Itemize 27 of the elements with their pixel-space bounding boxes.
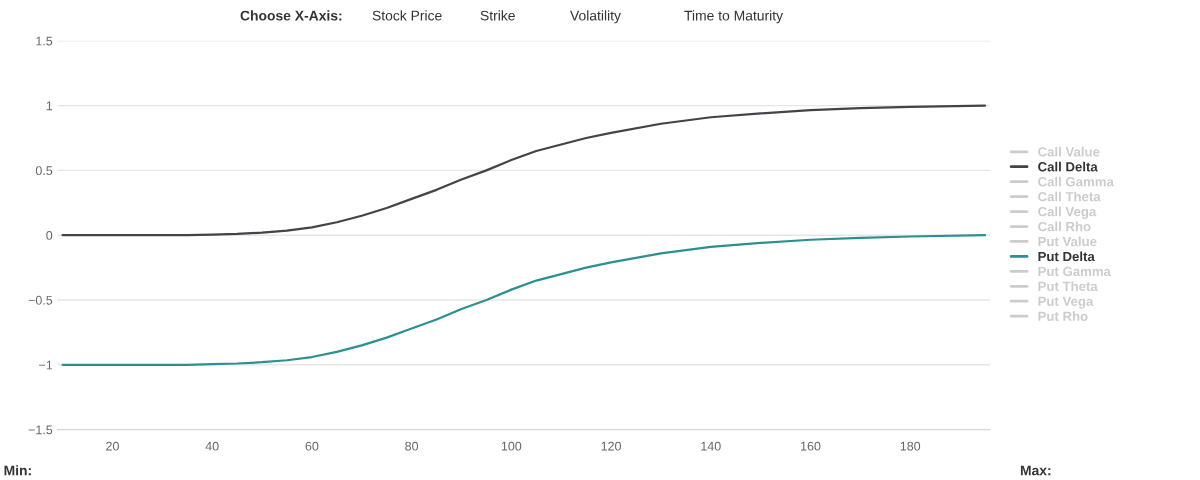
y-tick-label: 1.5	[36, 36, 53, 46]
x-tick-label: 80	[405, 441, 419, 451]
text: Volatility	[570, 10, 621, 24]
text: Time to Maturity	[684, 10, 784, 24]
y-tick-label: 0.5	[35, 166, 53, 176]
y-tick-label: −1	[39, 360, 53, 370]
text: Min:	[4, 465, 31, 476]
x-tick-label: 140	[701, 441, 721, 451]
legend-label: Call Delta	[1038, 161, 1098, 172]
text: Strike	[480, 10, 515, 21]
x-tick-label: 120	[601, 441, 621, 451]
text: Max:	[1020, 465, 1051, 476]
x-tick-label: 180	[900, 441, 921, 451]
text: Stock Price	[372, 10, 442, 21]
legend-label: Put Delta	[1038, 251, 1095, 262]
line-series	[61, 104, 987, 237]
y-tick-label: 1	[46, 101, 53, 111]
line-series	[61, 234, 987, 366]
y-tick-label: 0	[46, 231, 53, 240]
x-tick-label: 160	[801, 441, 821, 451]
text: Choose X-Axis:	[240, 10, 342, 21]
x-tick-label: 40	[205, 441, 219, 451]
y-tick-label: −1.5	[28, 425, 53, 435]
x-tick-label: 20	[106, 441, 119, 451]
y-tick-label: −0.5	[28, 295, 53, 305]
x-tick-label: 60	[305, 441, 319, 451]
x-tick-label: 100	[501, 441, 522, 451]
